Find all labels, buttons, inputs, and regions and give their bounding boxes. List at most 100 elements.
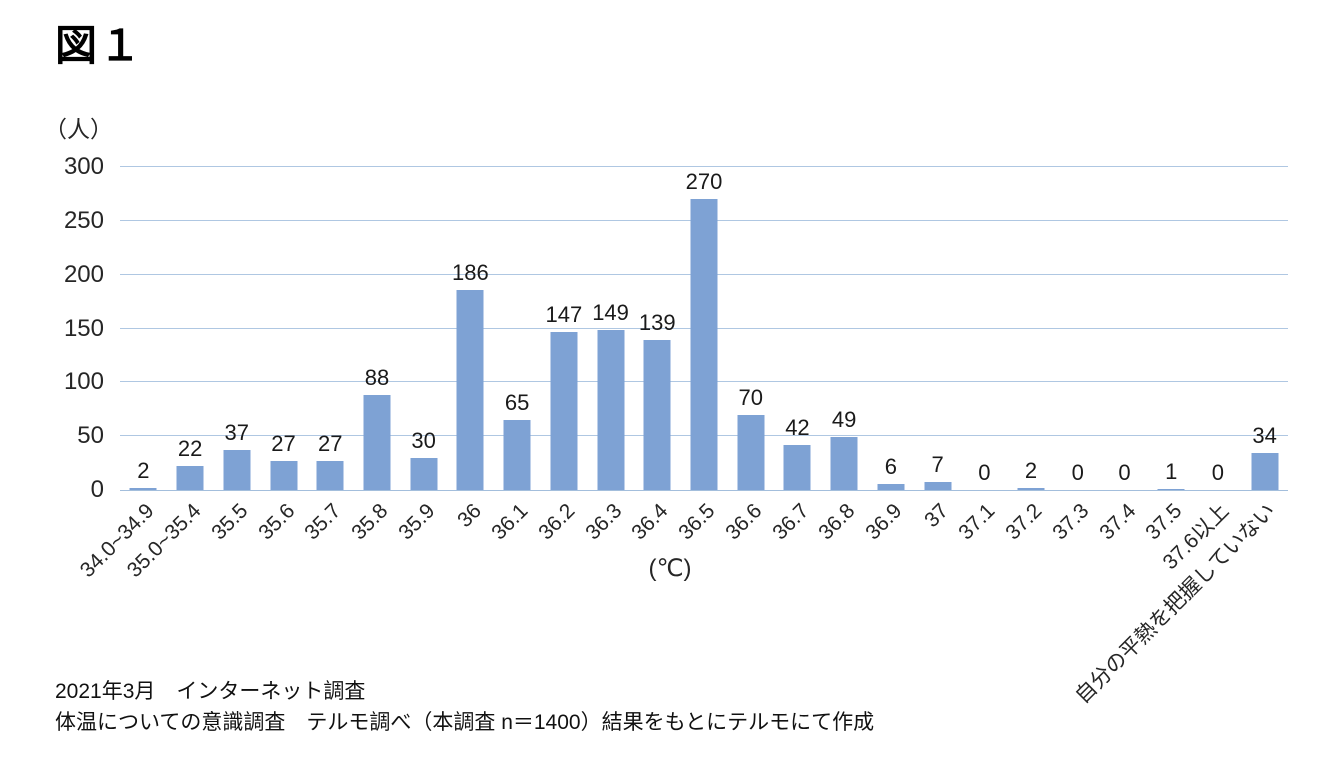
x-tick-label: 35.7 (300, 499, 346, 545)
bar-value-label: 186 (452, 259, 489, 285)
category-slot: 1 37.5 (1142, 167, 1195, 544)
bar-value-label: 65 (504, 390, 530, 416)
x-tick-label: 37.4 (1094, 499, 1141, 545)
category-slot: 2 34.0~34.9 (76, 167, 167, 582)
bar-value-label: 7 (931, 452, 944, 478)
x-tick-label: 35.5 (207, 499, 253, 545)
y-tick-label-0: 0 (90, 476, 104, 503)
category-slot: 7 37 (914, 167, 961, 532)
x-tick-label: 35.8 (347, 499, 393, 545)
x-tick-label: 35.6 (253, 499, 300, 545)
bar (830, 437, 858, 490)
bar-value-label: 2 (137, 457, 150, 483)
bar (1017, 487, 1045, 490)
x-tick-label: 37.1 (954, 499, 1000, 545)
bar-value-label: 0 (1211, 460, 1225, 485)
bar (597, 329, 625, 490)
bar-value-label: 1 (1165, 458, 1178, 484)
bar (176, 466, 204, 490)
bar (129, 487, 157, 490)
bar-value-label: 0 (1118, 460, 1131, 485)
category-slot: 2 37.2 (1001, 167, 1055, 544)
category-slot: 37 35.5 (207, 167, 260, 545)
category-slot: 27 35.6 (254, 167, 307, 544)
bar (1251, 453, 1279, 490)
x-tick-label: 36.2 (534, 499, 580, 545)
x-tick-label: 36.9 (861, 499, 907, 545)
y-tick-label-100: 100 (63, 368, 104, 396)
y-tick-label-50: 50 (77, 422, 104, 450)
category-slot: 186 36 (447, 167, 494, 532)
bar-value-label: 139 (638, 310, 676, 336)
source-note-line1: 2021年3月 インターネット調査 (55, 680, 366, 703)
category-slot: 0 37.1 (955, 167, 1008, 545)
y-tick-label-250: 250 (63, 206, 104, 234)
bar-value-label: 147 (545, 301, 583, 327)
bar (1157, 488, 1185, 490)
category-slot: 147 36.2 (534, 167, 587, 544)
x-tick-label: 37 (920, 499, 954, 533)
y-tick-label-150: 150 (63, 314, 104, 342)
bar (503, 420, 531, 490)
source-note-line2: 体温についての意識調査 テルモ調べ（本調査 n＝1400）結果をもとにテルモにて… (55, 711, 875, 734)
category-slot: 30 35.9 (394, 167, 447, 544)
x-axis-unit-label: (℃) (648, 555, 692, 582)
category-slot: 0 37.4 (1095, 167, 1148, 545)
category-slot: 149 36.3 (581, 167, 634, 544)
x-tick-label: 35.9 (394, 499, 440, 545)
bar (410, 457, 438, 490)
bar (737, 414, 765, 490)
x-tick-label: 37.3 (1048, 499, 1094, 545)
bar-value-label: 22 (177, 436, 203, 462)
bar-value-label: 30 (411, 427, 436, 453)
bar (363, 395, 391, 490)
category-slot: 70 36.6 (721, 167, 774, 544)
category-slot: 88 35.8 (347, 167, 401, 545)
bar (690, 199, 718, 490)
bar (877, 483, 905, 490)
bar (316, 460, 344, 490)
category-slot: 139 36.4 (628, 167, 681, 545)
bar-value-label: 6 (884, 453, 897, 479)
y-tick-label-200: 200 (63, 260, 104, 288)
bar (550, 331, 578, 490)
bar (223, 450, 251, 490)
bar-value-label: 270 (685, 169, 723, 195)
category-slot: 0 37.3 (1048, 167, 1101, 545)
category-slot: 6 36.9 (861, 167, 915, 544)
x-tick-label: 37.2 (1001, 499, 1047, 545)
bar (456, 289, 484, 490)
x-tick-label: 36.5 (674, 499, 720, 545)
bar-value-label: 70 (738, 384, 763, 410)
bar-value-label: 2 (1024, 457, 1038, 483)
category-slot: 65 36.1 (487, 167, 541, 545)
x-tick-label: 36.3 (580, 499, 627, 545)
bar-value-label: 34 (1252, 423, 1277, 449)
x-tick-label: 36.7 (767, 499, 813, 545)
bar-value-label: 49 (831, 407, 857, 433)
x-axis-line (120, 490, 1288, 491)
bar (783, 444, 811, 490)
category-slot: 22 35.0~35.4 (123, 167, 214, 582)
bar-value-label: 88 (364, 365, 390, 391)
source-note: 2021年3月 インターネット調査 体温についての意識調査 テルモ調べ（本調査 … (55, 676, 874, 738)
category-slot: 49 36.8 (815, 167, 868, 545)
bar (924, 482, 952, 490)
bar-value-label: 42 (785, 414, 810, 440)
category-slot: 0 37.6以上 (1159, 167, 1242, 575)
x-tick-label: 36.6 (721, 499, 767, 545)
category-slot: 27 35.7 (301, 167, 354, 544)
category-slot: 42 36.7 (768, 167, 821, 544)
x-tick-label: 36.4 (627, 499, 673, 545)
bar-value-label: 37 (224, 420, 250, 446)
bar-value-label: 0 (1071, 460, 1084, 485)
x-tick-label: 36 (453, 499, 486, 533)
bar-chart-plot-area: 0 50 100 150 200 250 300 2 34.0~34.9 22 35.0~35.4 3… (64, 155, 1288, 708)
figure-title: 図１ (55, 22, 144, 69)
bar-value-label: 0 (978, 460, 991, 485)
category-slot: 270 36.5 (674, 167, 728, 545)
bar (270, 460, 298, 490)
x-tick-label: 36.1 (487, 499, 533, 545)
bar-value-label: 27 (271, 430, 296, 456)
